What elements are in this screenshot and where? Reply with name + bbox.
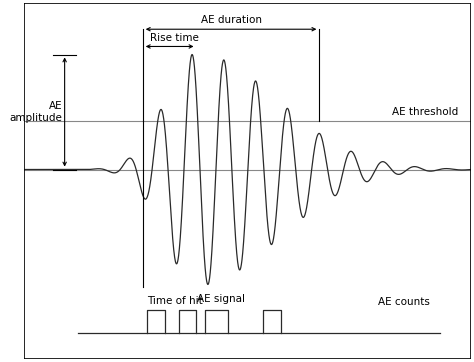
Text: AE threshold: AE threshold bbox=[392, 107, 458, 117]
Text: AE signal: AE signal bbox=[197, 294, 245, 304]
Text: AE duration: AE duration bbox=[201, 14, 262, 25]
Text: AE
amplitude: AE amplitude bbox=[9, 101, 63, 123]
Text: Rise time: Rise time bbox=[150, 33, 199, 43]
Text: Time of hit: Time of hit bbox=[147, 296, 203, 306]
Text: AE counts: AE counts bbox=[378, 298, 430, 307]
